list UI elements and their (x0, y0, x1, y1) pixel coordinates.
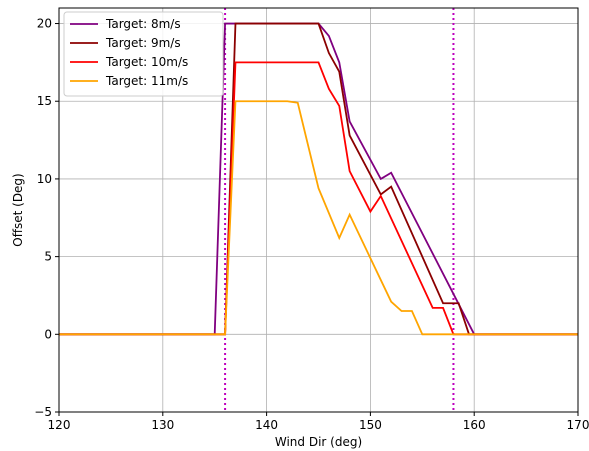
legend-label: Target: 11m/s (105, 74, 188, 88)
legend: Target: 8m/s Target: 9m/s Target: 10m/s Tar… (63, 11, 224, 97)
series-line-3 (59, 61, 578, 336)
x-axis-label: Wind Dir (deg) (275, 435, 362, 449)
y-tick-label: 10 (37, 172, 52, 186)
x-tick-label: 170 (567, 418, 589, 432)
axis-ticks: 120 130 140 150 160 170 −5 0 5 10 15 20 (34, 17, 589, 432)
y-tick-label: 0 (44, 327, 52, 341)
plot-frame (58, 7, 579, 413)
y-tick-label: 20 (37, 17, 52, 31)
series-line-1 (59, 22, 578, 336)
x-tick-label: 140 (255, 418, 278, 432)
y-tick-label: −5 (34, 405, 52, 419)
series-line-4 (59, 100, 578, 336)
vertical-reference-lines (224, 8, 455, 412)
legend-frame (63, 11, 224, 97)
y-tick-label: 5 (44, 250, 52, 264)
legend-label: Target: 10m/s (105, 55, 188, 69)
legend-label: Target: 8m/s (105, 17, 181, 31)
y-axis-label: Offset (Deg) (11, 173, 25, 246)
x-tick-label: 120 (48, 418, 71, 432)
series-line-2 (59, 22, 578, 336)
legend-label: Target: 9m/s (105, 36, 181, 50)
x-tick-label: 130 (151, 418, 174, 432)
y-tick-label: 15 (37, 94, 52, 108)
x-tick-label: 150 (359, 418, 382, 432)
series-lines (59, 22, 578, 336)
x-tick-label: 160 (463, 418, 486, 432)
